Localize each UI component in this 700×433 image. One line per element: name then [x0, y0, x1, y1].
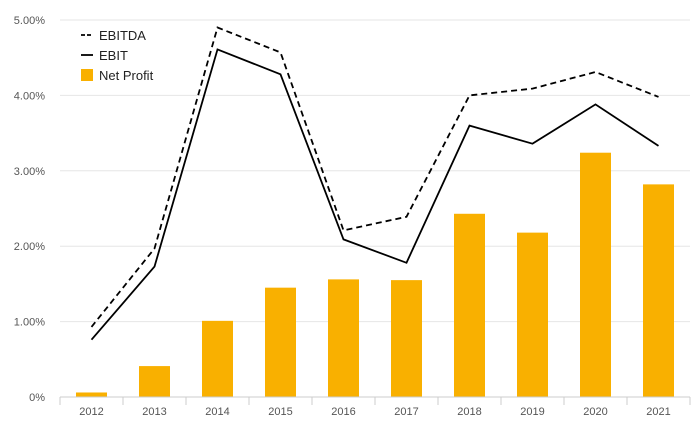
net-profit-bar-2018 [454, 213, 485, 397]
y-tick-label: 3.00% [14, 166, 45, 178]
net-profit-bar-2019 [517, 232, 548, 397]
net-profit-bar-2012 [76, 392, 107, 397]
x-tick-label: 2019 [520, 406, 544, 418]
y-tick-label: 2.00% [14, 241, 45, 253]
y-tick-label: 0% [29, 392, 45, 404]
net-profit-bar-2016 [328, 279, 359, 397]
x-tick-label: 2014 [205, 406, 229, 418]
x-tick-label: 2015 [268, 406, 292, 418]
x-tick-label: 2013 [142, 406, 166, 418]
net-profit-bar-2013 [139, 366, 170, 397]
y-tick-label: 1.00% [14, 317, 45, 329]
x-tick-label: 2012 [79, 406, 103, 418]
net-profit-bar-2020 [580, 152, 611, 397]
legend-net-profit-label: Net Profit [99, 68, 154, 83]
y-tick-label: 5.00% [14, 15, 45, 27]
legend-net-profit-swatch [81, 69, 93, 81]
net-profit-bar-2014 [202, 320, 233, 397]
ebitda-line [90, 26, 659, 328]
x-tick-label: 2021 [646, 406, 670, 418]
legend-ebitda-label: EBITDA [99, 28, 146, 43]
y-tick-label: 4.00% [14, 90, 45, 102]
x-tick-label: 2018 [457, 406, 481, 418]
net-profit-bar-2021 [643, 184, 674, 397]
ebit-line [90, 48, 659, 341]
net-profit-bars [76, 152, 674, 397]
x-tick-label: 2020 [583, 406, 607, 418]
y-axis: 0% 1.00% 2.00% 3.00% 4.00% 5.00% [14, 15, 45, 404]
legend-ebit-label: EBIT [99, 48, 128, 63]
series-lines [90, 26, 659, 341]
net-profit-bar-2017 [391, 280, 422, 397]
x-tick-label: 2016 [331, 406, 355, 418]
x-tick-label: 2017 [394, 406, 418, 418]
x-axis: 2012 2013 2014 2015 2016 2017 2018 2019 2020 2021 [59, 396, 691, 418]
net-profit-bar-2015 [265, 287, 296, 397]
legend: EBITDA EBIT Net Profit [81, 28, 154, 83]
